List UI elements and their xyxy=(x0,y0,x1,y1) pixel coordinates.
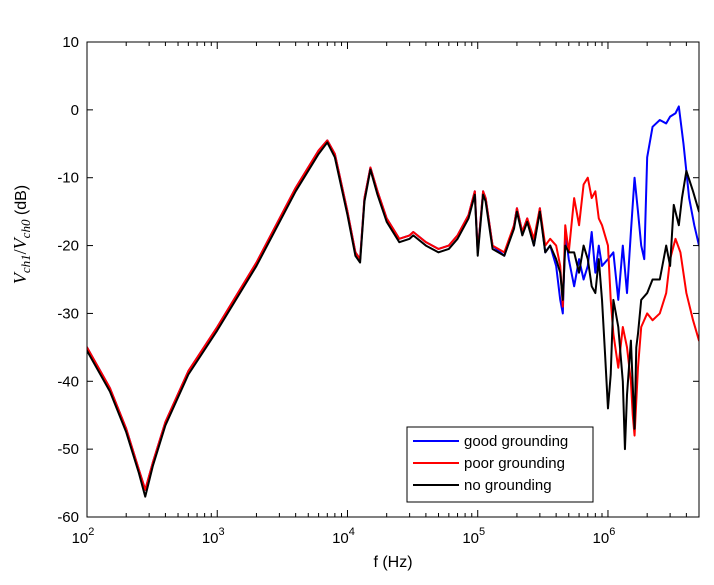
legend-box xyxy=(406,426,594,503)
series-line-no-grounding xyxy=(87,141,699,498)
y-tick-label: -10 xyxy=(57,170,79,187)
series-layer xyxy=(87,105,699,498)
y-tick-label: -20 xyxy=(57,238,79,255)
x-tick-label: 106 xyxy=(593,526,616,547)
legend-label: good grounding xyxy=(464,433,568,450)
y-label-denominator-sub: ch0 xyxy=(18,219,33,238)
plot-frame xyxy=(86,41,700,518)
x-tick-label: 105 xyxy=(462,526,485,547)
legend: good grounding poor grounding no grounding xyxy=(406,426,594,503)
y-label-slash: / xyxy=(10,249,30,254)
y-tick-label: 10 xyxy=(62,34,79,51)
legend-label: no grounding xyxy=(464,477,552,494)
y-label-numerator-sub: ch1 xyxy=(18,254,33,273)
x-axis-label: f (Hz) xyxy=(373,554,412,571)
y-tick-label: -30 xyxy=(57,305,79,322)
y-label-unit: (dB) xyxy=(13,185,30,220)
y-axis-label: Vch1/Vch0 (dB) xyxy=(10,185,33,284)
y-tick-label: -60 xyxy=(57,509,79,526)
y-tick-label: -40 xyxy=(57,373,79,390)
legend-label: poor grounding xyxy=(464,455,565,472)
y-label-denominator: V xyxy=(10,236,30,249)
y-tick-label: 0 xyxy=(71,102,79,119)
y-label-numerator: V xyxy=(10,271,30,284)
x-tick-label: 104 xyxy=(332,526,355,547)
x-tick-label: 102 xyxy=(72,526,95,547)
ticks-layer xyxy=(86,41,700,518)
x-tick-label: 103 xyxy=(202,526,225,547)
y-tick-label: -50 xyxy=(57,441,79,458)
